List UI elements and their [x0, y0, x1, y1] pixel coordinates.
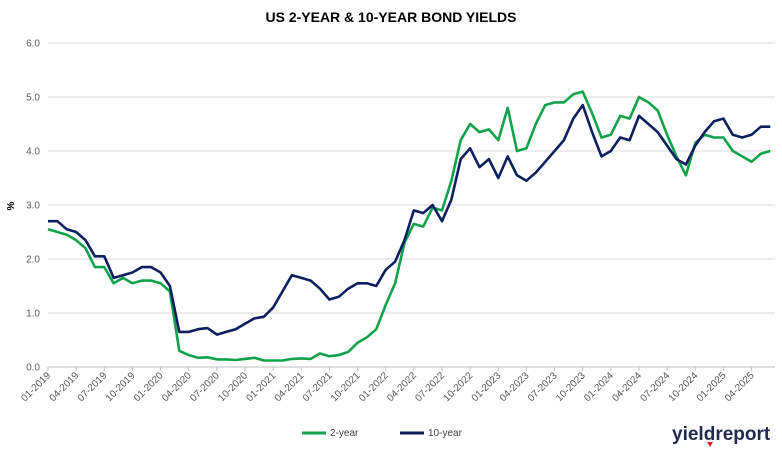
- y-tick-label: 2.0: [26, 255, 40, 266]
- x-tick-label: 01-2024: [582, 370, 616, 404]
- y-axis-ticks: 0.0 1.0 2.0 3.0 4.0 5.0 6.0: [26, 39, 40, 374]
- logo-text-main: yield: [672, 424, 715, 445]
- gridlines: [48, 42, 775, 314]
- x-axis-ticks: 01-201904-201907-201910-201901-202004-20…: [19, 367, 757, 404]
- x-tick-label: 04-2024: [610, 370, 644, 404]
- x-tick-label: 07-2022: [413, 370, 447, 404]
- series-line-10-year: [48, 103, 771, 336]
- logo-wordmark: yieldreport: [672, 424, 771, 445]
- y-tick-label: 1.0: [26, 309, 40, 320]
- x-tick-label: 10-2020: [216, 370, 250, 404]
- x-tick-label: 01-2023: [470, 370, 504, 404]
- chart-title: US 2-YEAR & 10-YEAR BOND YIELDS: [265, 9, 516, 25]
- y-tick-label: 5.0: [26, 93, 40, 104]
- x-tick-label: 04-2022: [385, 370, 419, 404]
- legend-label-10-year: 10-year: [428, 428, 463, 439]
- legend: 2-year 10-year: [302, 428, 463, 439]
- logo-mark-icon: [707, 442, 713, 447]
- x-tick-label: 01-2022: [357, 370, 391, 404]
- x-tick-label: 07-2021: [301, 370, 335, 404]
- x-tick-label: 04-2023: [498, 370, 532, 404]
- x-tick-label: 10-2023: [554, 370, 588, 404]
- x-tick-label: 10-2019: [104, 370, 138, 404]
- series-line-2-year: [47, 90, 771, 362]
- x-tick-label: 04-2020: [160, 370, 194, 404]
- logo-text-accent: report: [715, 424, 771, 445]
- y-tick-label: 4.0: [26, 147, 40, 158]
- y-tick-label: 6.0: [26, 39, 40, 50]
- y-tick-label: 0.0: [26, 363, 40, 374]
- x-tick-label: 04-2019: [48, 370, 82, 404]
- x-tick-label: 01-2019: [19, 370, 53, 404]
- x-tick-label: 01-2020: [132, 370, 166, 404]
- x-tick-label: 07-2024: [639, 370, 673, 404]
- yieldreport-logo: yieldreport: [672, 424, 771, 447]
- x-tick-label: 01-2021: [245, 370, 279, 404]
- x-tick-label: 07-2019: [76, 370, 110, 404]
- y-axis-label: %: [6, 201, 17, 210]
- x-tick-label: 10-2024: [667, 370, 701, 404]
- x-tick-label: 07-2023: [526, 370, 560, 404]
- y-tick-label: 3.0: [26, 201, 40, 212]
- x-tick-label: 10-2022: [442, 370, 476, 404]
- x-tick-label: 07-2020: [188, 370, 222, 404]
- x-tick-label: 10-2021: [329, 370, 363, 404]
- x-tick-label: 04-2025: [723, 370, 757, 404]
- legend-label-2-year: 2-year: [330, 428, 359, 439]
- x-tick-label: 04-2021: [273, 370, 307, 404]
- series-lines: [47, 90, 771, 362]
- x-tick-label: 01-2025: [695, 370, 729, 404]
